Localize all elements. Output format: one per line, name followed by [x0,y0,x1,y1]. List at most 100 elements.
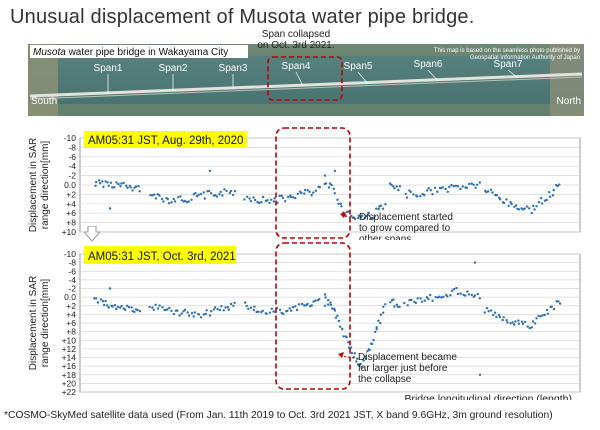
data-point [323,174,327,177]
data-point [379,321,382,325]
data-point [528,207,531,210]
span-label-2: Span2 [159,63,188,74]
span-leader-line [427,69,439,82]
data-point [436,190,439,193]
data-point [253,305,256,308]
data-point [172,312,176,316]
data-point [101,300,105,303]
data-point [498,316,502,319]
data-point [423,193,426,197]
data-point [178,314,181,317]
data-point [210,192,213,195]
data-point [367,211,371,215]
data-point [497,313,501,317]
data-point [355,360,358,363]
caption-text: water pipe bridge in Wakayama City [66,47,228,58]
collapse-note-line-2: on Oct. 3rd 2021. [257,40,334,51]
data-point [99,182,102,185]
data-point [286,309,289,312]
data-point [210,310,213,313]
data-point [473,294,477,297]
data-point [152,308,155,312]
data-point [290,309,293,312]
right-bank-land [550,44,584,116]
data-point [337,319,341,323]
data-point [474,186,477,189]
data-point [470,293,473,297]
data-point [255,310,258,314]
data-point [228,191,231,195]
data-point [450,183,453,187]
data-point [294,305,297,308]
data-point [347,341,350,344]
aerial-photo-panel: Musota water pipe bridge in Wakayama Cit… [28,44,584,116]
data-point [101,180,104,183]
data-point [357,216,360,220]
data-point [109,181,113,184]
data-point [541,314,544,317]
data-point [183,308,187,311]
y-tick-label: -8 [68,142,76,152]
data-point [341,328,344,331]
data-point [408,299,411,302]
data-point [183,199,187,203]
data-point [523,320,527,324]
data-point [404,192,407,196]
data-point [215,195,219,198]
y-tick-label: -10 [64,133,77,143]
data-point [530,211,533,215]
bridge-deck [29,72,583,98]
data-point [158,304,161,307]
data-point [509,201,512,204]
data-point [506,321,509,324]
data-point [261,195,265,199]
data-point [177,196,180,199]
displacement-chart-aug-2020: -10-8-6-4-20.0+2+4+6+8+10 Displacement in… [28,127,581,240]
data-point [303,304,306,307]
data-point [170,201,173,204]
data-point [364,215,368,218]
data-point [246,195,249,198]
data-point [489,309,493,312]
data-point [244,301,247,304]
data-point [176,309,179,312]
data-point [180,199,184,202]
data-point [559,302,562,305]
data-point [287,195,290,199]
annotation-text: other spans. [359,234,414,240]
data-point [493,311,497,314]
data-point [103,303,106,307]
y-tick-label: +10 [62,227,77,237]
data-point [548,191,551,194]
data-point [416,297,419,300]
data-point [327,303,330,306]
data-point [330,183,333,187]
data-point [439,187,442,190]
y-tick-label: 0.0 [64,292,76,302]
data-point [258,201,261,205]
y-tick-label: -2 [68,171,76,181]
data-point [229,302,233,306]
data-point [470,182,473,185]
data-point [339,202,342,205]
data-point [180,312,183,315]
data-point [507,204,510,208]
data-point [185,200,189,204]
data-point [434,295,437,299]
data-point [350,352,354,355]
data-point [395,185,398,188]
span-label-1: Span1 [94,63,123,74]
data-point [338,325,342,328]
data-point [268,311,272,314]
data-point [530,326,534,329]
annotation-text: the collapse [358,374,412,385]
data-point [526,325,529,328]
data-point [107,306,110,309]
data-point [375,328,378,331]
data-point [379,204,382,207]
data-point [366,349,369,353]
y-tick-label: +10 [62,335,77,345]
data-point [398,305,401,308]
data-point [187,314,191,317]
data-point [104,299,107,303]
